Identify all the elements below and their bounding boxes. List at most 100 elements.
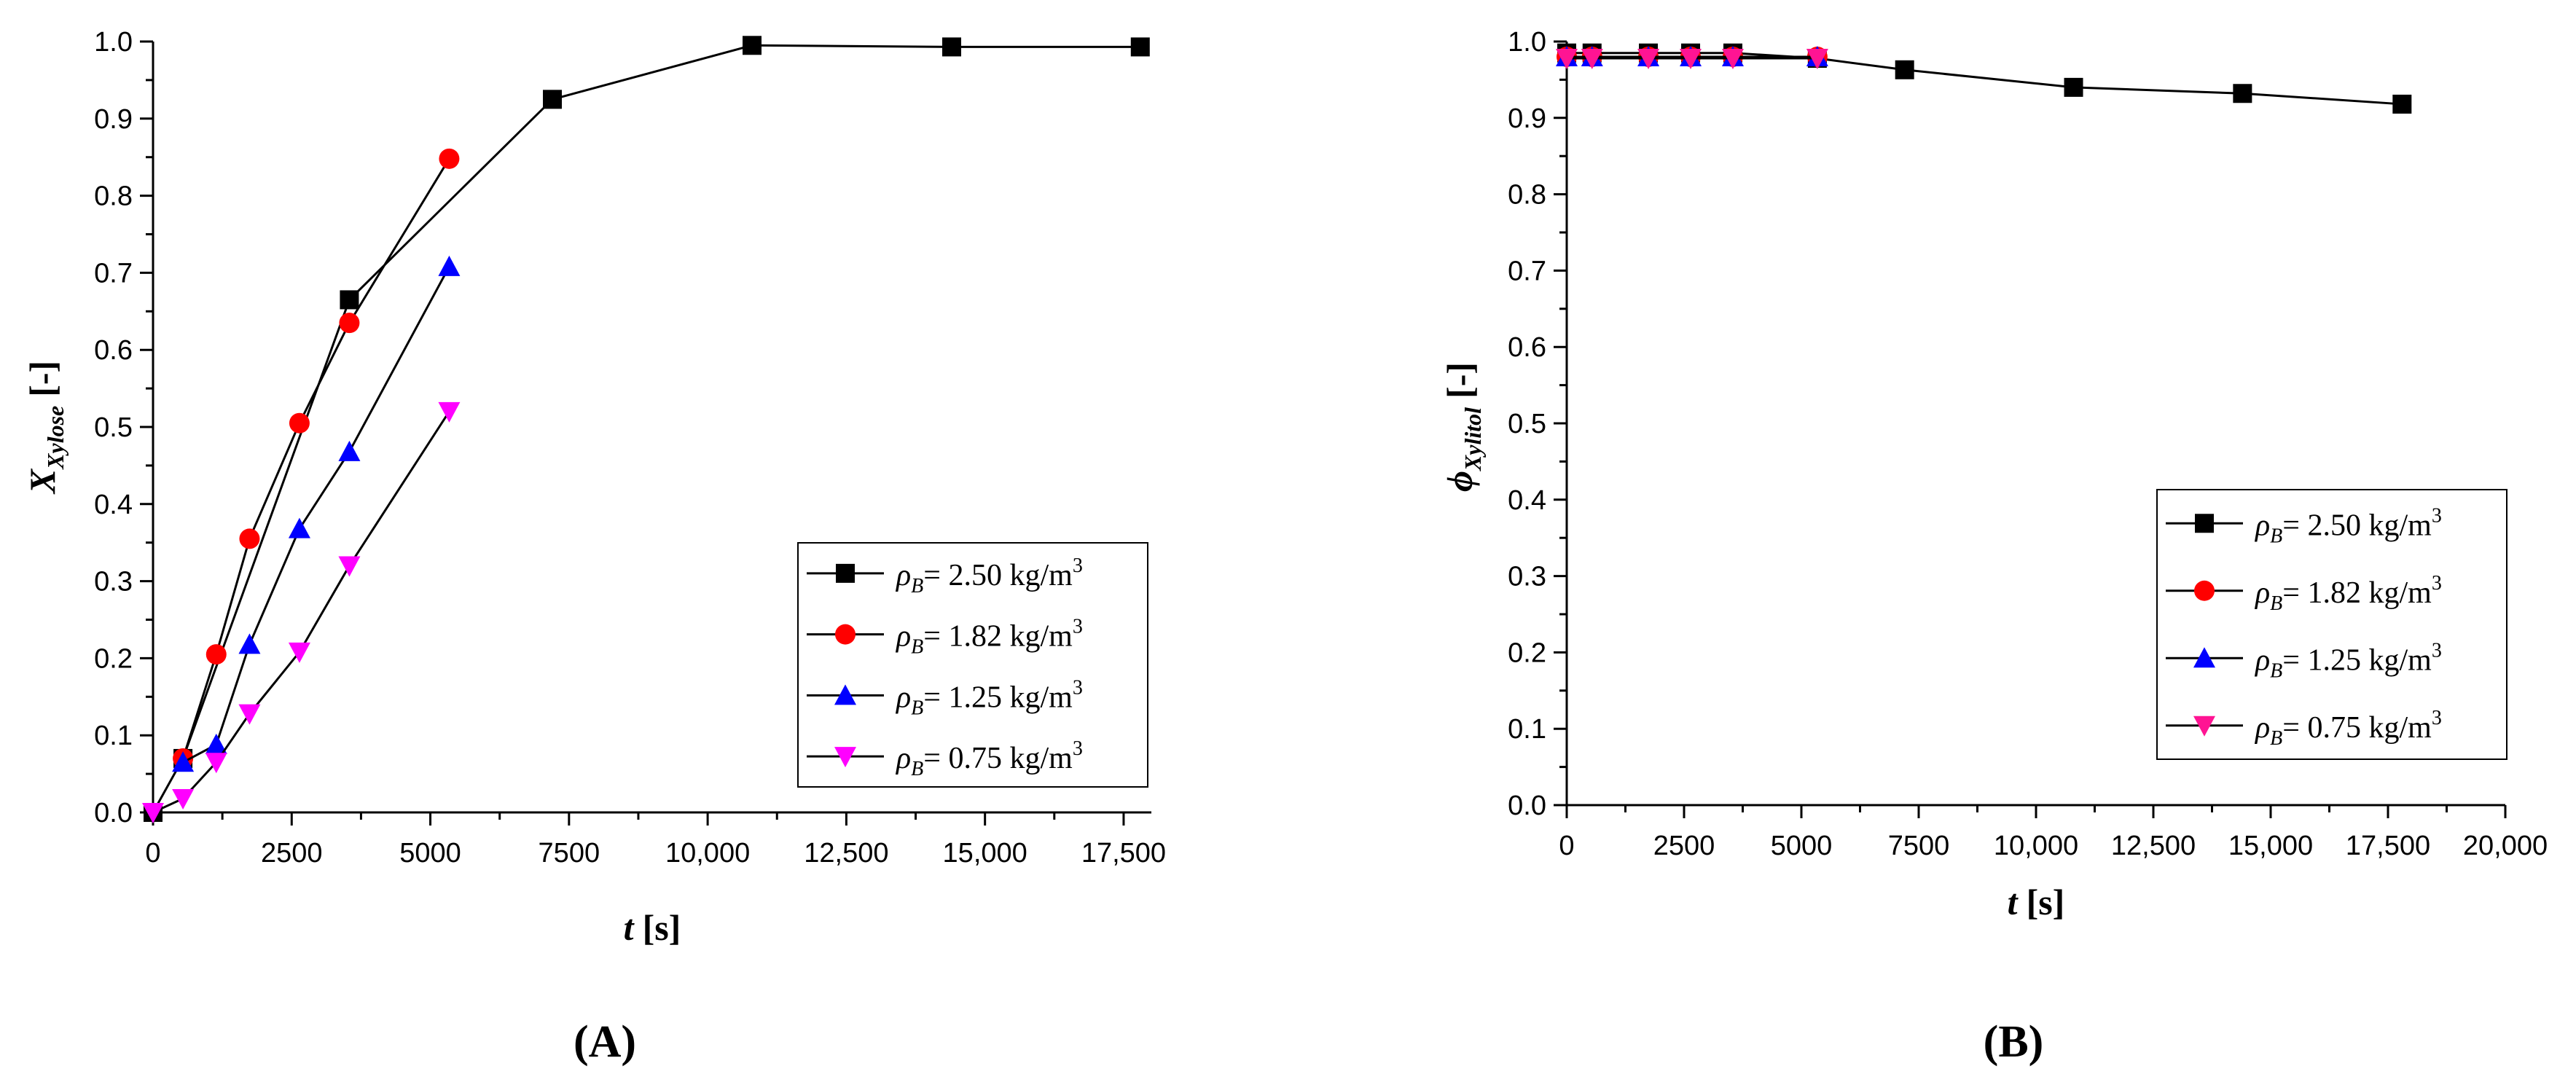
y-tick-label: 1.0 [94,27,133,58]
y-tick-label: 0.1 [94,721,133,751]
legend-label-symbol: ρ [2254,643,2270,677]
legend-label: ρB= 1.25 kg/m3 [895,676,1083,719]
y-tick-label: 0.5 [94,412,133,443]
y-axis-title-sub: Xylose [42,406,68,470]
x-tick-label: 7500 [539,838,600,869]
legend-label: ρB= 2.50 kg/m3 [2254,504,2442,547]
series-line [1567,52,2403,106]
data-point [942,37,961,57]
y-axis-title-sub: Xylitol [1460,407,1486,471]
x-tick-label: 20,000 [2463,831,2548,861]
data-point [1556,49,1578,70]
legend-label: ρB= 1.82 kg/m3 [895,616,1083,659]
y-axis-title-var: ϕ [1439,471,1480,492]
legend-label-value: = 1.25 kg/m [2282,643,2432,677]
data-point [205,753,227,774]
legend-marker [836,563,855,583]
y-axis-title-unit: [-] [1439,362,1480,399]
legend-marker [2195,514,2214,533]
x-tick-label: 15,000 [943,838,1027,869]
data-point [288,642,310,663]
series-2 [173,148,460,769]
data-point [743,36,762,55]
legend-label-sup: 3 [1073,737,1083,760]
legend-label: ρB= 1.82 kg/m3 [2254,572,2442,615]
y-tick-label: 0.3 [1508,562,1546,592]
legend-label-sub: B [911,636,923,659]
y-tick-label: 0.4 [94,490,133,520]
legend-label-sub: B [2270,525,2282,547]
legend-label-value: = 0.75 kg/m [923,742,1073,775]
data-point [1130,37,1150,57]
y-tick-label: 1.0 [1508,27,1546,58]
data-point [340,290,359,310]
legend-item: ρB= 2.50 kg/m3 [807,554,1083,597]
legend-label-sup: 3 [2432,707,2442,729]
legend-box [2156,489,2508,760]
legend-label-sub: B [2270,659,2282,682]
legend-label-value: = 1.25 kg/m [923,681,1073,714]
legend-label-symbol: ρ [895,620,911,654]
x-tick-label: 10,000 [665,838,750,869]
panel-label-letter: B [1998,1017,2028,1067]
legend-label-symbol: ρ [2254,509,2270,542]
legend-box [797,542,1148,788]
data-point [2233,84,2252,103]
series-line [182,266,450,764]
y-tick-label: 0.0 [94,798,133,828]
x-axis-title-unit: [s] [643,907,681,948]
legend-label-symbol: ρ [895,559,911,592]
x-tick-label: 17,500 [1081,838,1166,869]
x-tick-label: 2500 [261,838,323,869]
data-point [1637,49,1660,70]
y-axis-title: XXylose [-] [22,361,68,495]
data-point [543,90,562,109]
legend-label-symbol: ρ [895,742,911,775]
legend-label-value: = 1.82 kg/m [2282,576,2432,610]
data-point [142,803,164,823]
legend-item: ρB= 1.25 kg/m3 [2166,639,2442,682]
x-tick-label: 7500 [1888,831,1950,861]
y-tick-label: 0.9 [1508,103,1546,134]
data-point [1895,60,1914,79]
legend-item: ρB= 1.82 kg/m3 [2166,572,2442,615]
legend-item: ρB= 1.82 kg/m3 [807,616,1083,659]
legend-label-value: = 2.50 kg/m [923,559,1073,592]
x-tick-label: 0 [145,838,160,869]
data-point [2064,77,2083,97]
x-tick-label: 5000 [1771,831,1833,861]
data-point [338,440,361,461]
legend-label-sub: B [911,575,923,597]
y-tick-label: 0.4 [1508,485,1546,516]
y-tick-label: 0.3 [94,567,133,597]
y-tick-label: 0.6 [94,335,133,366]
panel-label-open: ( [573,1017,589,1067]
x-tick-label: 0 [1559,831,1574,861]
chart-panel-a: 0 2500 5000 7500 10,000 12,500 15,000 17,500 0.0… [22,27,1166,1067]
legend-label: ρB= 0.75 kg/m3 [2254,707,2442,750]
y-tick-label: 0.8 [1508,180,1546,211]
data-point [1721,49,1744,70]
y-tick-label: 0.6 [1508,332,1546,363]
data-point [1806,49,1828,70]
x-axis-title-var: t [624,907,635,948]
x-tick-label: 2500 [1653,831,1715,861]
legend-label-value: = 0.75 kg/m [2282,711,2432,745]
data-point [1581,49,1603,70]
x-axis-title: t [s] [2008,882,2065,922]
legend-item: ρB= 1.25 kg/m3 [807,676,1083,719]
series-3 [172,255,461,772]
legend-label-sup: 3 [2432,572,2442,595]
data-point [439,148,460,169]
panel-label-letter: A [589,1017,622,1067]
series-line [152,411,450,814]
y-tick-label: 0.8 [94,181,133,212]
y-tick-label: 0.2 [94,643,133,674]
x-tick-label: 17,500 [2346,831,2430,861]
series-line [181,158,450,759]
legend-label: ρB= 0.75 kg/m3 [895,737,1083,780]
y-tick-label: 0.7 [94,258,133,289]
legend-marker [2193,647,2215,668]
panel-label-open: ( [1984,1017,1999,1067]
